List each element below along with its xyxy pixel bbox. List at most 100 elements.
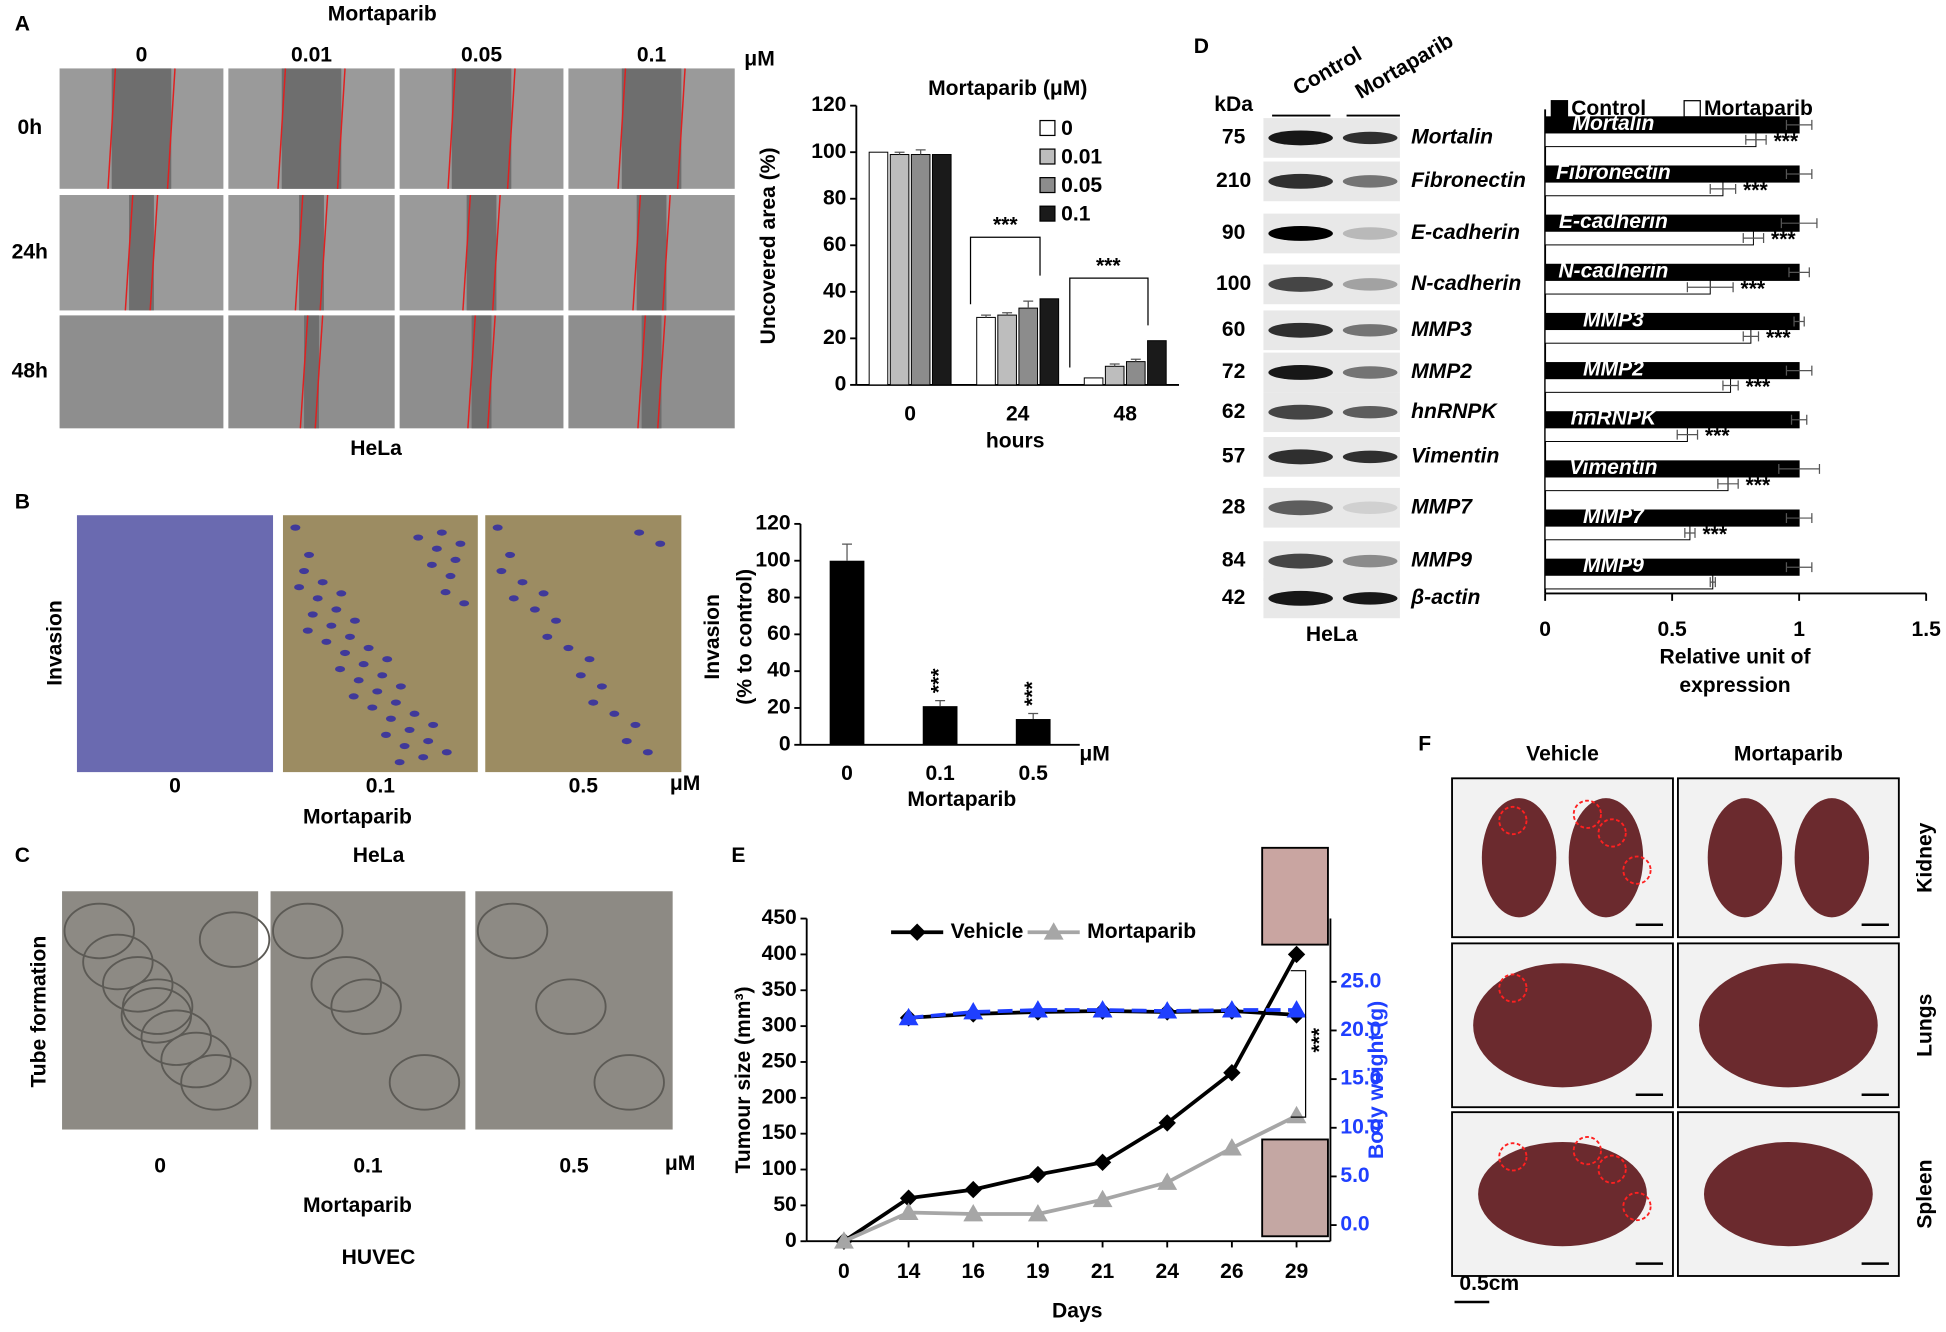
error-bar [1686,282,1734,293]
wound-edge [277,68,287,189]
panel-letter: F [1418,732,1431,755]
cell-label: HeLa [350,437,402,460]
wound-edge [124,194,134,311]
lesion [1597,1154,1627,1184]
cell [363,644,374,652]
cell [335,666,346,673]
cell [367,704,378,711]
cell [413,534,424,541]
cell [496,567,507,575]
error-bar [981,314,991,318]
bar [1039,298,1060,386]
category-label: N-cadherin [1558,259,1668,282]
panel-letter: D [1194,35,1209,58]
band [1268,404,1333,420]
bar [1125,361,1146,386]
marker [1027,1000,1048,1018]
kda-value: 42 [1222,586,1245,609]
x-axis-label: hours [986,430,1045,453]
wound-edge [657,315,666,429]
legend-swatch [1550,100,1569,118]
y-tick-label: 50 [773,1193,796,1216]
marker [1221,1138,1242,1156]
error-bar [1684,527,1696,538]
y2-tick-label: 25.0 [1340,969,1381,992]
x-tick-label: 0.1 [925,762,955,785]
y2-tick-label: 5.0 [1340,1164,1369,1187]
error-bar [935,700,946,707]
protein-label: MMP9 [1411,549,1472,572]
marker [898,1202,919,1221]
lesion [1597,818,1627,848]
protein-label: E-cadherin [1411,221,1520,244]
marker [963,1204,984,1222]
marker [963,1002,984,1020]
y-axis-label: Invasion [701,594,724,680]
protein-label: Fibronectin [1411,169,1526,192]
cell [655,540,666,547]
category-label: hnRNPK [1571,407,1658,430]
wound-edge [632,194,642,311]
tube [310,956,382,1013]
y2-axis-label: Body weight (g) [1365,1001,1388,1159]
cell [349,617,360,624]
legend-label: Mortaparib [1087,920,1196,943]
x-tick-label: 16 [962,1260,985,1283]
bar [1083,377,1104,386]
error-bar [1717,478,1739,489]
band [1268,553,1333,569]
wound-edge [462,194,472,311]
organ [1473,963,1652,1088]
bar [1018,307,1039,386]
category-label: Mortalin [1572,112,1654,135]
treatment-label: Mortaparib [328,3,437,26]
y-tick-label: 100 [762,1157,797,1180]
wound-edge [661,194,671,311]
band [1342,175,1398,188]
error-bar [1722,380,1739,391]
lesion [1622,855,1652,885]
wound-edge [149,194,159,311]
tube [272,902,344,960]
y-tick-label: 100 [755,548,790,571]
group-label: Vehicle [1526,742,1599,765]
kda-value: 210 [1216,169,1251,192]
marker [1092,1000,1113,1018]
marker [1221,1000,1242,1018]
inset-photo [1261,846,1329,946]
legend-label: 0.01 [1061,145,1102,168]
cell [588,699,599,706]
cell [331,606,342,613]
kda-value: 72 [1222,360,1245,383]
annotation: *** [1096,255,1121,278]
wound-gap [299,195,324,311]
wound-edge [491,194,501,311]
x-tick-label: 0.5 [1019,762,1049,785]
error-bar [1109,363,1120,367]
bar [1544,181,1724,197]
cell [348,693,359,700]
wound-edge [107,68,117,189]
cell [385,715,396,722]
wound-gap [129,195,154,311]
x-tick-label: 0 [904,402,916,425]
cell [307,611,318,618]
error-bar [1788,267,1810,278]
tube [63,902,135,960]
marker [1027,1204,1048,1222]
legend-label: 0.05 [1061,174,1102,197]
dose-label: 0.05 [461,44,502,67]
x-tick-label: 0 [841,762,853,785]
wound-gap [621,68,682,189]
lesion [1498,973,1528,1003]
marker [834,1231,854,1249]
x-tick-label: 1.5 [1911,618,1941,641]
x-axis-label: Relative unit of [1659,646,1811,669]
marker [1093,1153,1112,1172]
legend-swatch [1039,119,1056,137]
dose-label: 0 [154,1154,166,1177]
unit-label: μM [670,772,700,795]
organ-label: Lungs [1914,994,1937,1057]
significance-bracket [1290,970,1307,1118]
